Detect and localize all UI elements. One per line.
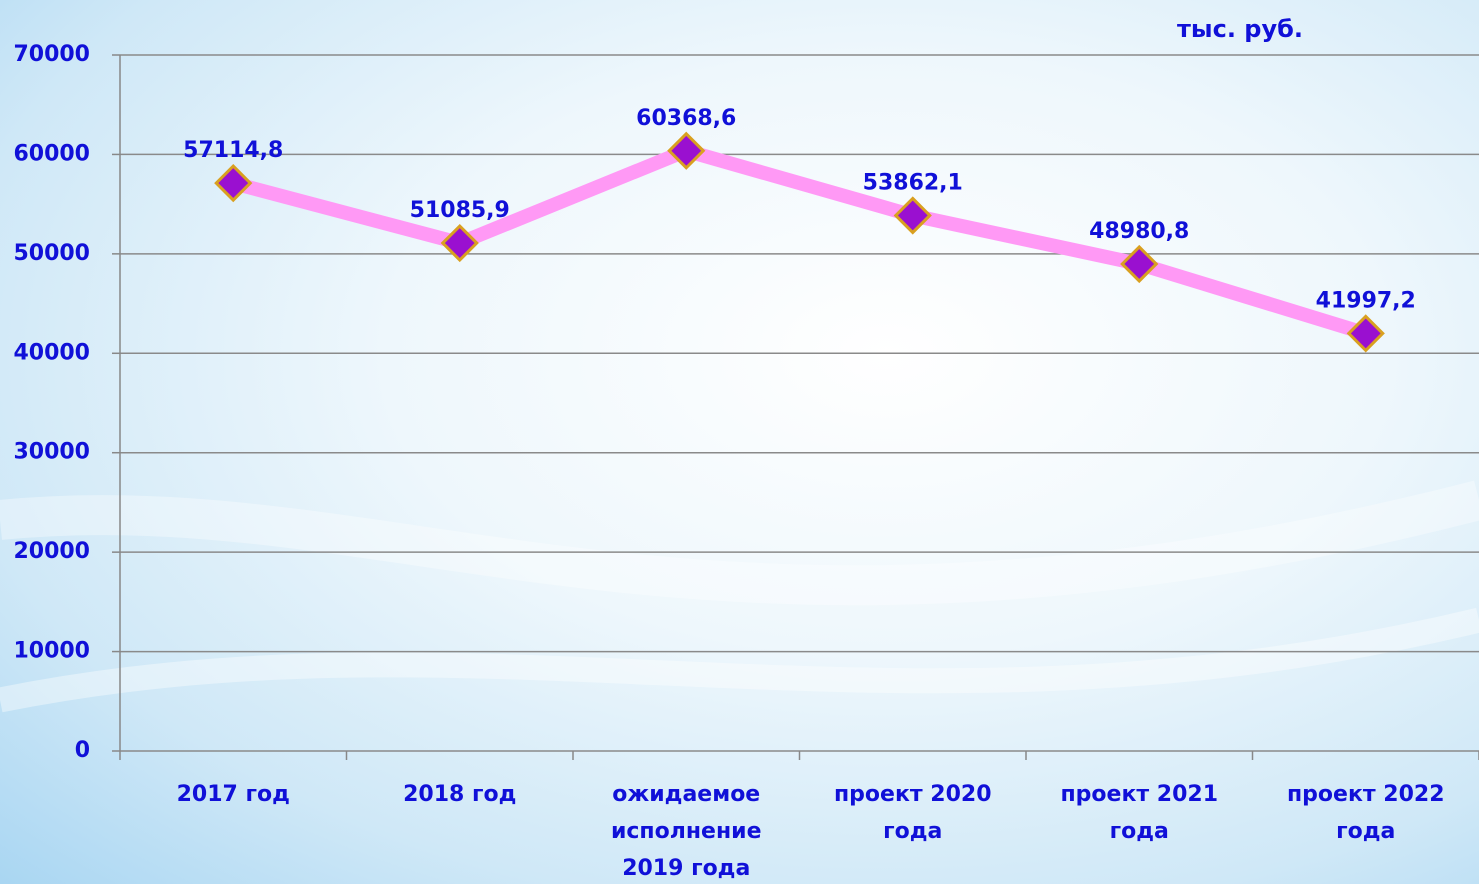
y-tick-label: 20000 (13, 539, 90, 564)
data-point (893, 196, 932, 235)
data-point (1346, 314, 1385, 353)
x-tick-label: ожидаемое исполнение 2019 года (610, 782, 762, 881)
data-label: 48980,8 (1089, 219, 1189, 244)
y-tick-label: 50000 (13, 241, 90, 266)
y-tick-label: 10000 (13, 639, 90, 664)
x-tick-label: проект 2022 года (1286, 782, 1445, 844)
series-line (231, 143, 1368, 341)
data-label: 57114,8 (183, 138, 283, 163)
data-label: 53862,1 (863, 170, 963, 195)
y-tick-label: 30000 (13, 440, 90, 465)
y-tick-label: 70000 (13, 42, 90, 67)
data-point (1120, 244, 1159, 284)
background-swoosh (0, 607, 1479, 713)
data-point (214, 163, 253, 203)
x-tick-label: 2018 год (403, 782, 517, 807)
unit-label: тыс. руб. (1177, 15, 1303, 43)
background-swoosh (0, 480, 1479, 606)
y-tick-label: 0 (75, 738, 90, 763)
data-point (667, 131, 706, 170)
y-tick-label: 40000 (13, 340, 90, 365)
data-label: 41997,2 (1316, 288, 1416, 313)
data-label: 51085,9 (410, 198, 510, 223)
y-tick-label: 60000 (13, 141, 90, 166)
x-tick-label: 2017 год (176, 782, 290, 807)
x-tick-label: проект 2020 года (833, 782, 992, 844)
x-tick-label: проект 2021 года (1060, 782, 1219, 844)
data-point (440, 223, 479, 263)
data-label: 60368,6 (636, 106, 736, 131)
